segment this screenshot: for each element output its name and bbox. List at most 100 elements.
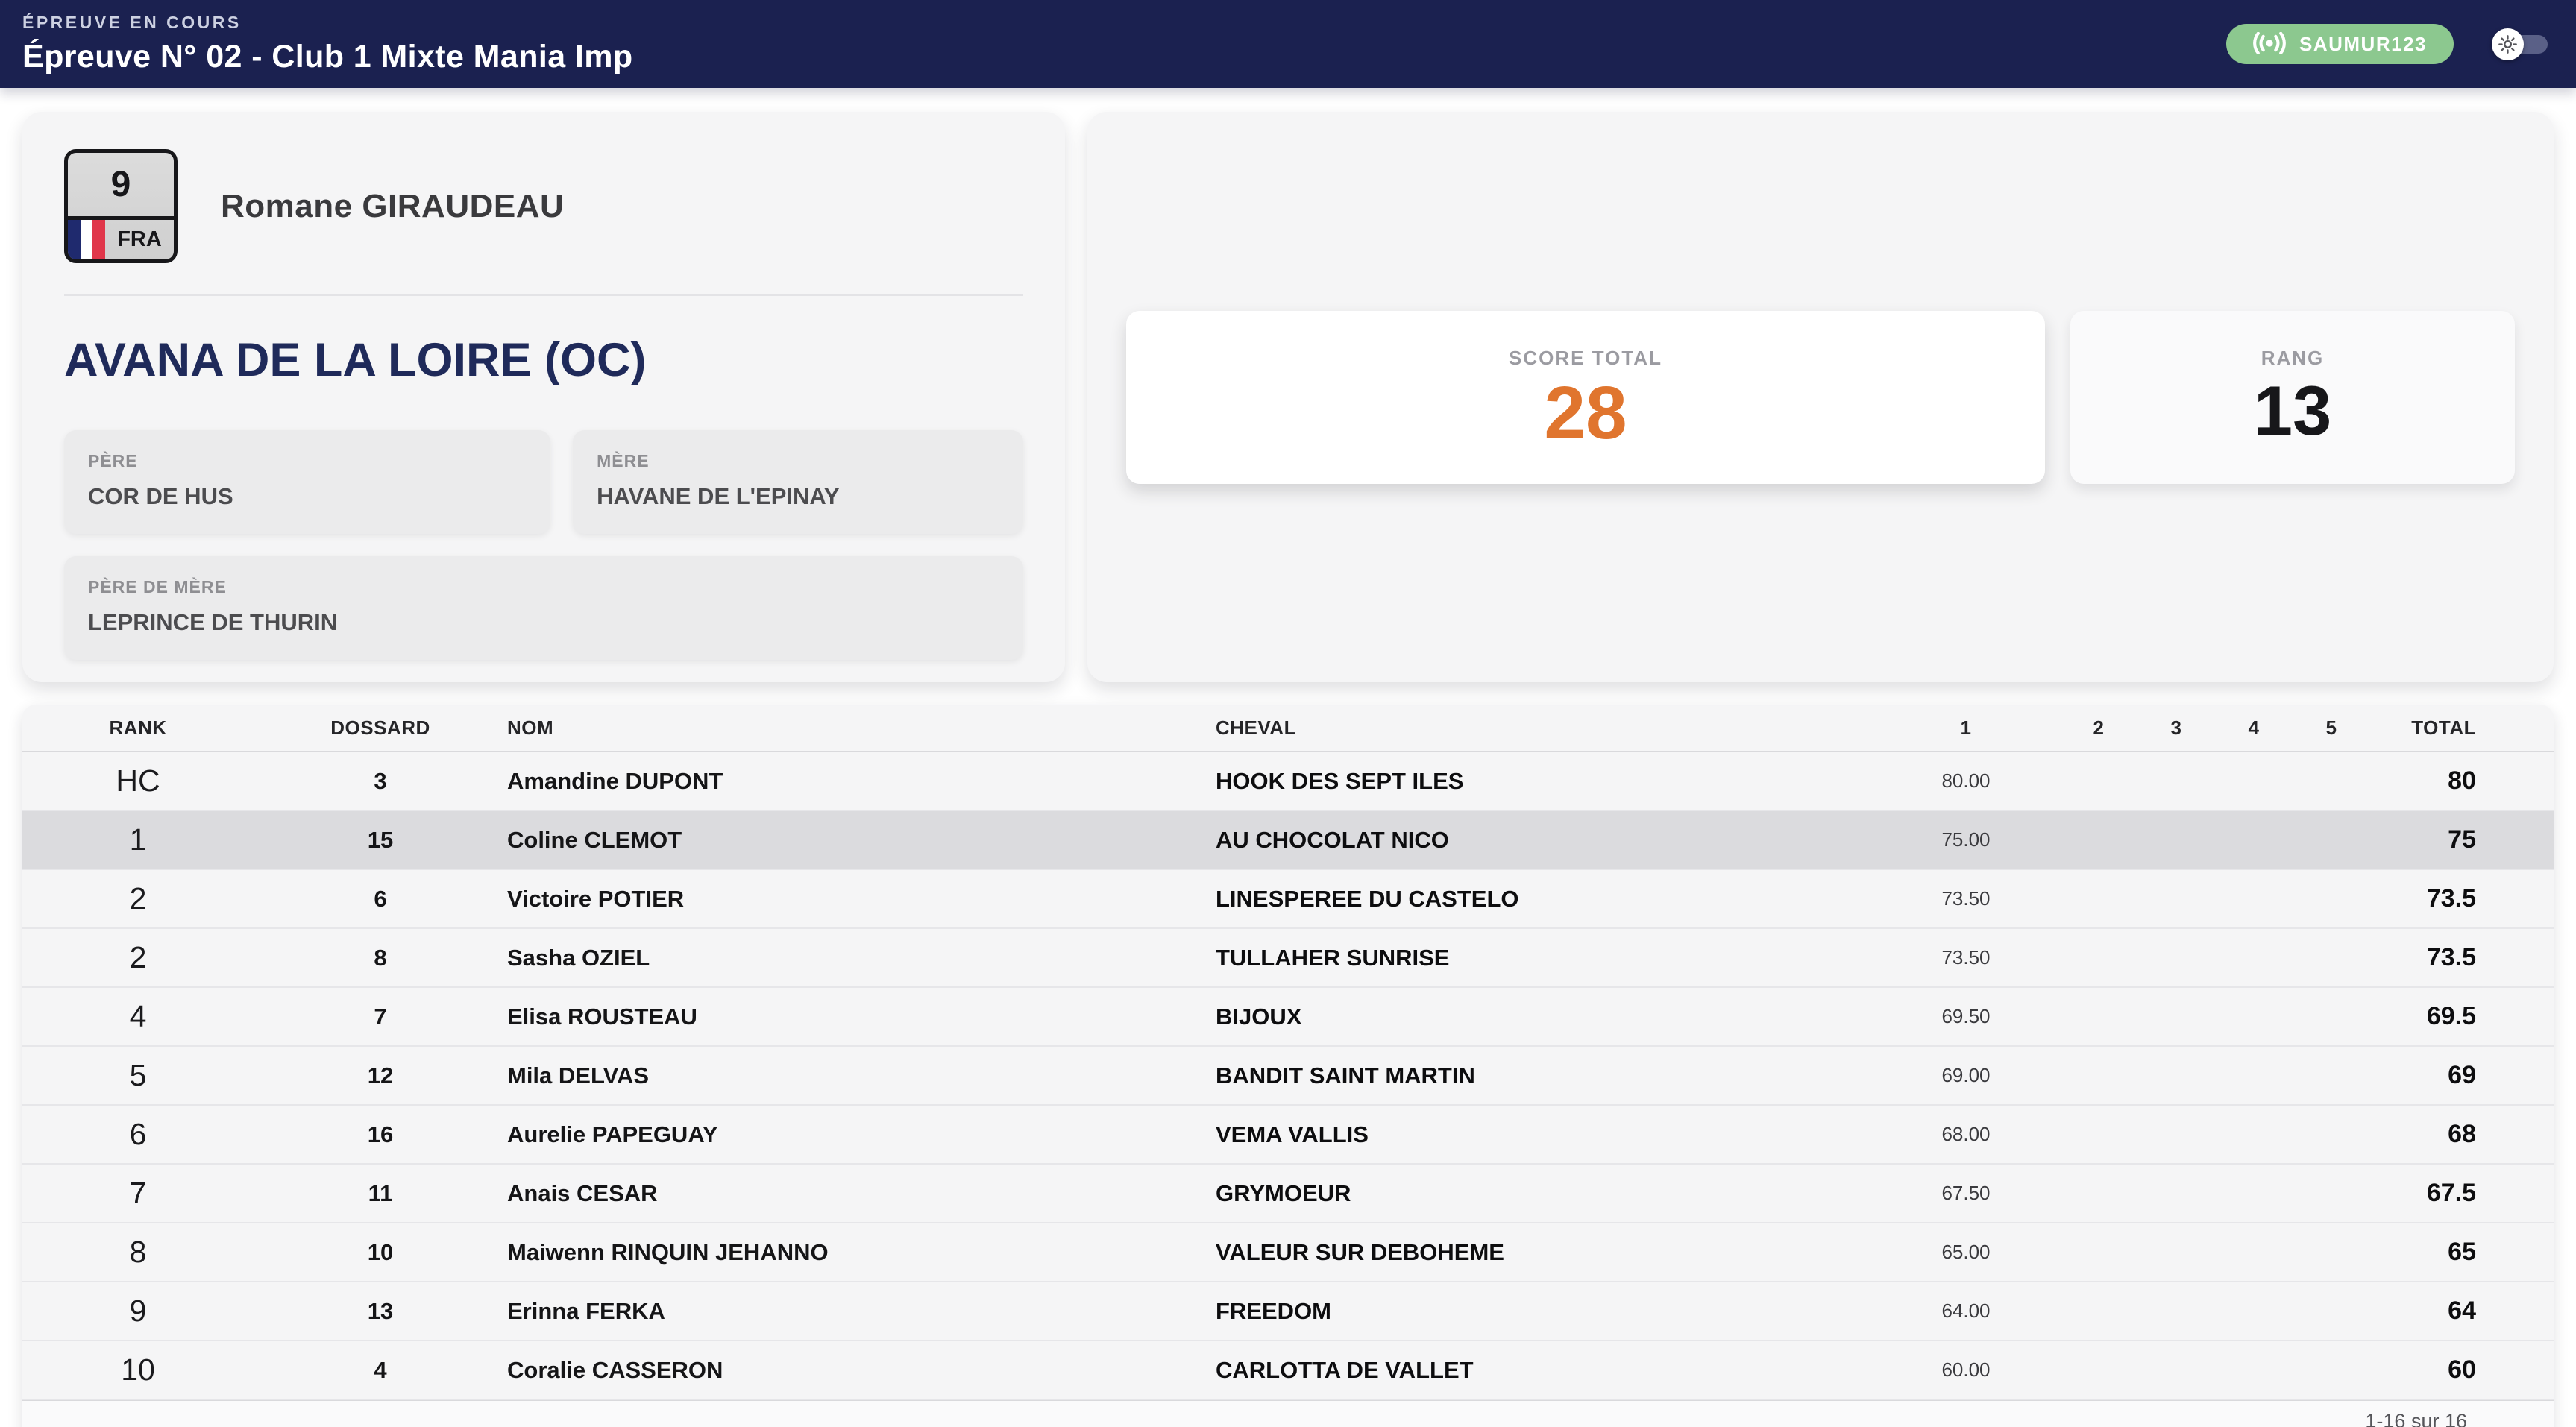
results-table-body: HC 3 Amandine DUPONT HOOK DES SEPT ILES 80.0… [22, 752, 2554, 1400]
cell-total: 67.5 [2426, 1179, 2476, 1207]
cell-dossard: 8 [374, 944, 387, 971]
table-row[interactable]: HC 3 Amandine DUPONT HOOK DES SEPT ILES 80.0… [22, 752, 2554, 811]
cell-score: 60.00 [1941, 1358, 1991, 1381]
cell-cheval: HOOK DES SEPT ILES [1216, 767, 1464, 794]
broadcast-icon [2253, 31, 2286, 57]
results-table-header: RANK DOSSARD NOM CHEVAL 1 2 3 4 5 TOTAL [22, 705, 2554, 752]
col-cheval: CHEVAL [1216, 716, 1296, 739]
cell-score: 67.50 [1941, 1182, 1991, 1204]
table-row[interactable]: 2 6 Victoire POTIER LINESPEREE DU CASTELO 73… [22, 870, 2554, 929]
main-content: 9 FRA Romane GIRAUDEAU AVANA DE LA LOIRE… [0, 88, 2576, 1427]
live-session-badge[interactable]: SAUMUR123 [2226, 24, 2454, 64]
damsire-label: PÈRE DE MÈRE [88, 577, 227, 596]
table-row[interactable]: 5 12 Mila DELVAS BANDIT SAINT MARTIN 69.00 69 [22, 1047, 2554, 1106]
cell-total: 73.5 [2426, 943, 2476, 971]
cell-nom: Maiwenn RINQUIN JEHANNO [507, 1238, 829, 1265]
cell-score: 75.00 [1941, 828, 1991, 851]
cell-dossard: 3 [374, 767, 387, 794]
cell-total: 75 [2448, 825, 2476, 854]
cell-total: 69.5 [2426, 1002, 2476, 1030]
cell-cheval: FREEDOM [1216, 1297, 1331, 1324]
cell-cheval: BIJOUX [1216, 1003, 1302, 1030]
theme-toggle[interactable] [2492, 28, 2548, 60]
pagination-label: 1-16 sur 16 [2365, 1410, 2467, 1427]
col-test-4: 4 [2248, 716, 2260, 739]
table-row[interactable]: 2 8 Sasha OZIEL TULLAHER SUNRISE 73.50 73.5 [22, 929, 2554, 988]
cell-rank: 8 [129, 1235, 147, 1269]
rank-label: RANG [2261, 346, 2325, 369]
col-rank: RANK [109, 716, 167, 739]
cell-nom: Victoire POTIER [507, 885, 685, 912]
cell-dossard: 13 [367, 1297, 394, 1324]
cell-score: 69.00 [1941, 1064, 1991, 1086]
france-flag-icon [68, 220, 106, 259]
cell-score: 73.50 [1941, 946, 1991, 968]
cell-nom: Mila DELVAS [507, 1062, 650, 1089]
pedigree-dam-box: MÈRE HAVANE DE L'EPINAY [573, 430, 1023, 534]
dam-value: HAVANE DE L'EPINAY [597, 483, 840, 509]
cell-nom: Aurelie PAPEGUAY [507, 1121, 718, 1147]
col-test-2: 2 [2093, 716, 2105, 739]
table-row[interactable]: 9 13 Erinna FERKA FREEDOM 64.00 64 [22, 1282, 2554, 1341]
col-test-5: 5 [2325, 716, 2337, 739]
cell-total: 60 [2448, 1355, 2476, 1384]
rank-value: 13 [2253, 371, 2332, 450]
cell-score: 68.00 [1941, 1123, 1991, 1145]
cell-rank: HC [116, 763, 160, 798]
table-row[interactable]: 6 16 Aurelie PAPEGUAY VEMA VALLIS 68.00 68 [22, 1106, 2554, 1165]
table-row[interactable]: 4 7 Elisa ROUSTEAU BIJOUX 69.50 69.5 [22, 988, 2554, 1047]
cell-cheval: CARLOTTA DE VALLET [1216, 1356, 1474, 1383]
damsire-value: LEPRINCE DE THURIN [88, 609, 338, 635]
cell-dossard: 7 [374, 1003, 387, 1030]
cell-nom: Coralie CASSERON [507, 1356, 723, 1383]
cell-rank: 10 [121, 1352, 155, 1387]
cell-cheval: BANDIT SAINT MARTIN [1216, 1062, 1475, 1089]
cell-cheval: TULLAHER SUNRISE [1216, 944, 1450, 971]
cell-score: 80.00 [1941, 769, 1991, 792]
dam-label: MÈRE [597, 451, 650, 470]
sire-label: PÈRE [88, 451, 138, 470]
cell-cheval: AU CHOCOLAT NICO [1216, 826, 1449, 853]
col-test-3: 3 [2170, 716, 2182, 739]
score-total-value: 28 [1544, 371, 1627, 455]
cell-score: 64.00 [1941, 1300, 1991, 1322]
pedigree-damsire-box: PÈRE DE MÈRE LEPRINCE DE THURIN [64, 556, 1023, 660]
score-total-label: SCORE TOTAL [1509, 346, 1662, 369]
cell-rank: 4 [129, 999, 147, 1033]
cell-score: 69.50 [1941, 1005, 1991, 1027]
cell-nom: Sasha OZIEL [507, 944, 650, 971]
bib-number: 9 [110, 165, 131, 204]
page-title: Épreuve N° 02 - Club 1 Mixte Mania Imp [22, 39, 633, 75]
table-row[interactable]: 10 4 Coralie CASSERON CARLOTTA DE VALLET 60.… [22, 1341, 2554, 1400]
bib-badge: 9 FRA [64, 149, 178, 263]
pagination-footer: 1-16 sur 16 [22, 1400, 2554, 1427]
cell-rank: 5 [129, 1058, 147, 1092]
event-kicker: ÉPREUVE EN COURS [22, 13, 242, 32]
rider-name: Romane GIRAUDEAU [221, 187, 565, 224]
cell-total: 80 [2448, 766, 2476, 795]
table-row[interactable]: 7 11 Anais CESAR GRYMOEUR 67.50 67.5 [22, 1165, 2554, 1223]
rank-card: RANG 13 [2070, 310, 2515, 484]
cell-cheval: VEMA VALLIS [1216, 1121, 1369, 1147]
cell-nom: Coline CLEMOT [507, 826, 682, 853]
table-row[interactable]: 8 10 Maiwenn RINQUIN JEHANNO VALEUR SUR DEB… [22, 1223, 2554, 1282]
horse-name: AVANA DE LA LOIRE (OC) [64, 334, 647, 386]
cell-rank: 6 [129, 1117, 147, 1151]
cell-total: 64 [2448, 1297, 2476, 1325]
live-badge-label: SAUMUR123 [2299, 32, 2427, 55]
cell-rank: 7 [129, 1176, 147, 1210]
rider-identity: 9 FRA Romane GIRAUDEAU [64, 149, 1023, 263]
top-bar: ÉPREUVE EN COURS Épreuve N° 02 - Club 1 … [0, 0, 2576, 88]
cell-cheval: VALEUR SUR DEBOHEME [1216, 1238, 1504, 1265]
top-bar-actions: SAUMUR123 [2226, 24, 2548, 64]
cell-nom: Erinna FERKA [507, 1297, 665, 1324]
score-panel: SCORE TOTAL 28 RANG 13 [1087, 112, 2554, 682]
cell-score: 73.50 [1941, 887, 1991, 910]
bib-country-strip: FRA [68, 216, 174, 259]
cell-rank: 2 [129, 940, 147, 974]
results-table: RANK DOSSARD NOM CHEVAL 1 2 3 4 5 TOTAL … [22, 705, 2554, 1427]
table-row[interactable]: 1 15 Coline CLEMOT AU CHOCOLAT NICO 75.00 75 [22, 811, 2554, 870]
score-total-card: SCORE TOTAL 28 [1126, 310, 2045, 484]
col-test-1: 1 [1960, 716, 1972, 739]
cell-nom: Anais CESAR [507, 1179, 658, 1206]
